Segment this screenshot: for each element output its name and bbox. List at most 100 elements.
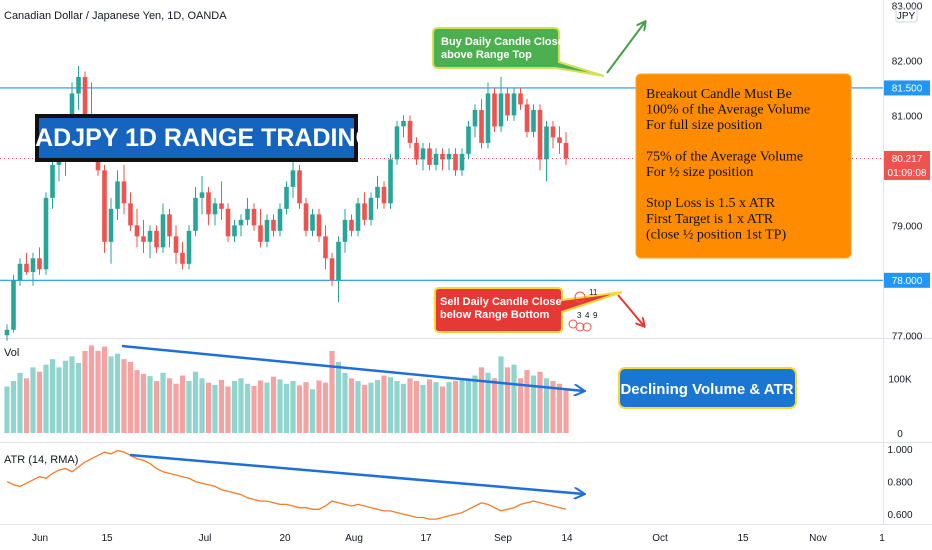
event-marker-icon[interactable] [582,322,592,332]
volume-bar [56,367,62,433]
breakout-rule-line: For ½ size position [646,165,753,180]
volume-bar [556,383,563,433]
volume-bar [153,381,160,433]
volume-bar [173,383,179,433]
volume-bar [524,370,530,433]
candle-body [290,170,296,187]
candle-body [264,219,270,242]
volume-bar [407,378,413,433]
candle-body [11,280,16,330]
candle-body [479,109,484,143]
candle-body [69,93,75,121]
volume-bar [121,359,127,433]
volume-bar [342,372,348,433]
candle-body [102,170,107,242]
buy-callout-line2: above Range Top [441,49,532,61]
candle-body [245,208,250,220]
volume-bar [420,384,426,433]
candle-body [498,93,504,127]
candle-body [427,148,432,165]
volume-bar [69,356,75,433]
volume-bar [10,381,17,433]
volume-bar [17,372,23,433]
candle-body [167,214,172,237]
volume-bar [446,382,452,433]
event-marker-label: 3 [577,311,582,320]
candle-body [128,203,133,226]
breakout-rule-line: Stop Loss is 1.5 x ATR [646,196,776,211]
breakout-rule-line: For full size position [646,118,762,133]
candle-body [342,219,348,242]
candle-body [193,197,198,231]
volume-bar [348,378,355,433]
volume-bar [303,382,309,433]
time-tick-label: Sep [494,533,512,544]
volume-bar [387,377,394,433]
candle-body [531,109,536,132]
candle-body [310,214,315,231]
time-axis[interactable]: Jun 15 Jul 20 Aug 17 Sep 14 Oct 15 Nov 1 [32,533,885,544]
volume-bar [400,383,407,433]
volume-bar [95,350,101,433]
breakout-rule-line: (close ½ position 1st TP) [646,227,786,242]
volume-bar [192,371,199,433]
atr-line [6,449,567,520]
volume-tick-label: 0 [897,429,903,440]
candle-body [433,153,439,165]
currency-box[interactable] [895,7,918,23]
volume-bar [511,364,517,433]
range-top-badge: 81.500 [884,80,930,96]
candle-body [550,126,556,138]
volume-bar [485,372,491,433]
event-marker-icon[interactable] [575,322,585,332]
candle-body [225,208,231,237]
volume-bar [381,375,387,433]
candle-body [232,225,237,237]
candle-body [303,203,309,231]
volume-bar [36,371,43,433]
strategy-banner: CADJPY 1D RANGE TRADING [17,114,375,162]
price-axis[interactable]: 83.000 82.000 81.000 79.000 77.000 [892,1,923,342]
volume-bar [283,383,290,433]
breakout-rule-line: 75% of the Average Volume [646,149,803,164]
candle-body [238,219,244,226]
candle-body [186,230,192,264]
time-tick-label: 15 [737,533,749,544]
candle-body [141,236,146,242]
candle-body [453,153,458,171]
candle-body [544,126,549,160]
event-marker-icon[interactable] [574,291,586,303]
candle-body [251,208,257,226]
volume-bar [264,382,270,433]
candle-body [121,181,127,204]
volume-trend-arrow [121,344,584,391]
sell-arrow [617,294,644,326]
candle-body [420,148,426,160]
candle-body [394,126,400,160]
candle-body [524,104,530,132]
buy-callout: Buy Daily Candle Close above Range Top [432,27,605,77]
volume-bar [550,381,556,433]
volume-bar [134,370,140,433]
volume-bar [186,381,192,433]
range-bottom-badge: 78.000 [884,272,930,288]
volume-bar [205,382,212,433]
price-tick-label: 83.000 [892,1,923,12]
volume-bar [491,378,498,433]
volume-bar [329,350,335,433]
svg-text:78.000: 78.000 [892,276,923,287]
candle-body [30,258,36,273]
candle-body [297,170,302,204]
volume-bar [335,361,342,433]
candle-body [557,137,562,143]
volume-axis: 100K 0 [888,374,912,440]
declining-callout-text: Declining Volume & ATR [620,381,793,398]
event-markers[interactable]: 11 3 4 9 [568,288,598,332]
sell-callout-line2: below Range Bottom [440,309,550,321]
candle-body [362,203,367,220]
candle-body [108,208,114,242]
time-tick-label: Aug [345,533,363,544]
volume-bar [322,382,329,433]
